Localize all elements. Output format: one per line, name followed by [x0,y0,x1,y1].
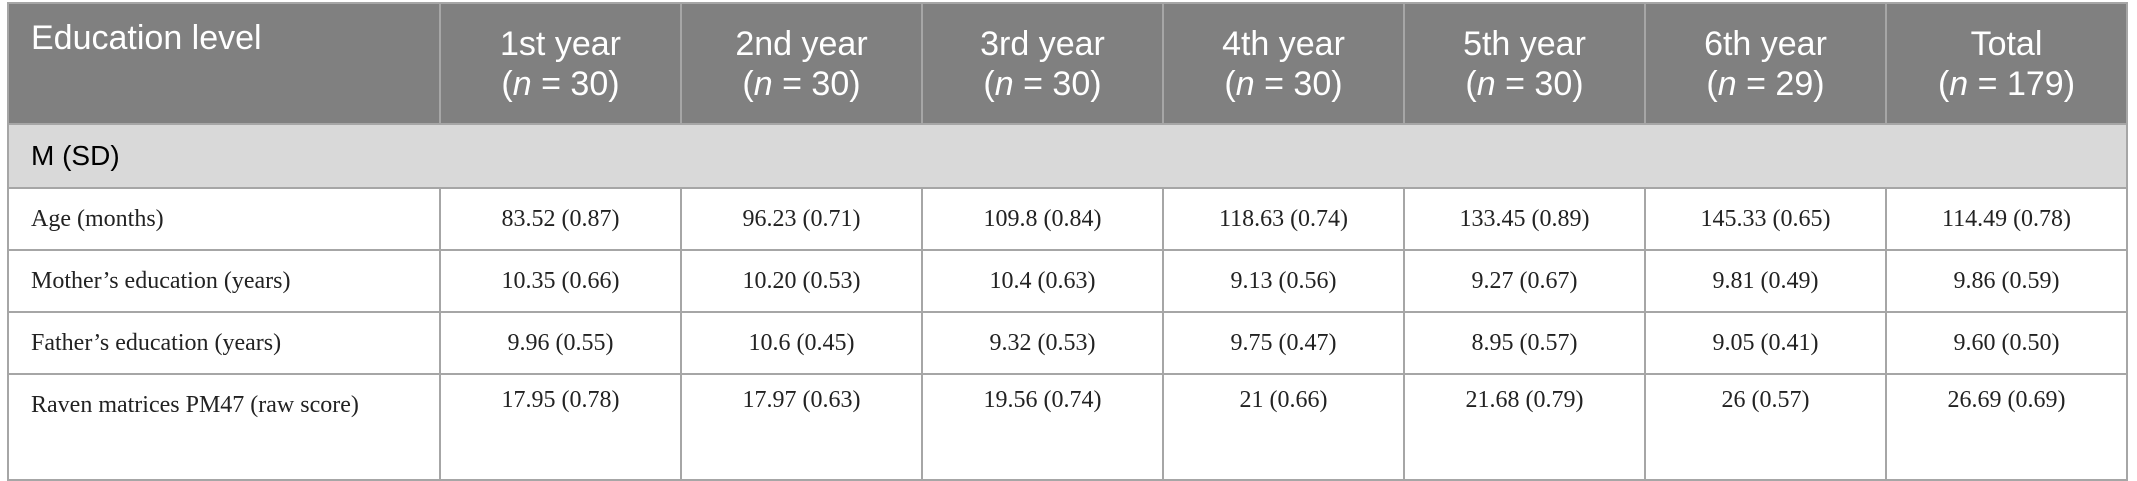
data-cell: 9.86 (0.59) [1885,249,2128,313]
data-cell: 145.33 (0.65) [1644,187,1887,251]
data-row: Father’s education (years) 9.96 (0.55) 10.… [7,311,2128,375]
row-label: Raven matrices PM47 (raw score) [7,373,441,481]
data-cell: 9.81 (0.49) [1644,249,1887,313]
data-cell: 10.35 (0.66) [439,249,682,313]
header-label: 1st year [500,24,621,63]
header-row: Education level 1st year (n = 30) 2nd year(… [7,2,2128,125]
data-cell: 19.56 (0.74) [921,373,1164,481]
header-n: (n = 30) [1465,64,1584,103]
data-cell: 96.23 (0.71) [680,187,923,251]
header-label: 3rd year [980,24,1105,63]
data-cell: 9.96 (0.55) [439,311,682,375]
header-cell: 6th year (n = 29) [1644,2,1887,125]
header-n: (n = 179) [1937,64,2076,103]
section-cell: M (SD) [7,123,2128,189]
header-cell: 5th year (n = 30) [1403,2,1646,125]
header-label: 4th year [1222,24,1345,63]
data-cell: 83.52 (0.87) [439,187,682,251]
page: Education level 1st year (n = 30) 2nd year(… [7,2,2128,481]
data-cell: 9.13 (0.56) [1162,249,1405,313]
data-cell: 114.49 (0.78) [1885,187,2128,251]
data-cell: 109.8 (0.84) [921,187,1164,251]
header-label: 6th year [1704,24,1827,63]
header-label: 2nd year [735,24,868,63]
data-cell: 133.45 (0.89) [1403,187,1646,251]
data-cell: 9.05 (0.41) [1644,311,1887,375]
data-cell: 9.32 (0.53) [921,311,1164,375]
header-cell: 3rd year (n = 30) [921,2,1164,125]
header-cell: 4th year (n = 30) [1162,2,1405,125]
data-cell: 10.6 (0.45) [680,311,923,375]
data-row: Age (months) 83.52 (0.87) 96.23 (0.71) 109.… [7,187,2128,251]
header-n: (n = 29) [1706,64,1825,103]
data-cell: 21 (0.66) [1162,373,1405,481]
data-cell: 26 (0.57) [1644,373,1887,481]
table-body: M (SD) Age (months) 83.52 (0.87) 96.23 (0.7… [7,123,2128,481]
table: Education level 1st year (n = 30) 2nd year(… [7,2,2128,481]
header-n: (n = 30) [742,64,861,103]
header-n: (n = 30) [501,64,620,103]
data-row: Mother’s education (years) 10.35 (0.66) 10… [7,249,2128,313]
header-cell: 2nd year (n = 30) [680,2,923,125]
header-label: Education level [31,19,262,57]
data-cell: 10.4 (0.63) [921,249,1164,313]
data-cell: 118.63 (0.74) [1162,187,1405,251]
header-label: 5th year [1463,24,1586,63]
data-cell: 17.97 (0.63) [680,373,923,481]
data-cell: 17.95 (0.78) [439,373,682,481]
data-cell: 21.68 (0.79) [1403,373,1646,481]
data-cell: 9.27 (0.67) [1403,249,1646,313]
header-label: Total [1970,24,2043,63]
header-n: (n = 30) [983,64,1102,103]
data-cell: 9.75 (0.47) [1162,311,1405,375]
header-cell: Total (n = 179) [1885,2,2128,125]
header-n: (n = 30) [1224,64,1343,103]
row-label: Father’s education (years) [7,311,441,375]
data-cell: 8.95 (0.57) [1403,311,1646,375]
row-label: Age (months) [7,187,441,251]
data-cell: 9.60 (0.50) [1885,311,2128,375]
header-cell: Education level [7,2,441,125]
data-row: Raven matrices PM47 (raw score) 17.95 (0.… [7,373,2128,481]
section-row: M (SD) [7,123,2128,189]
data-cell: 10.20 (0.53) [680,249,923,313]
header-cell: 1st year (n = 30) [439,2,682,125]
row-label: Mother’s education (years) [7,249,441,313]
data-cell: 26.69 (0.69) [1885,373,2128,481]
